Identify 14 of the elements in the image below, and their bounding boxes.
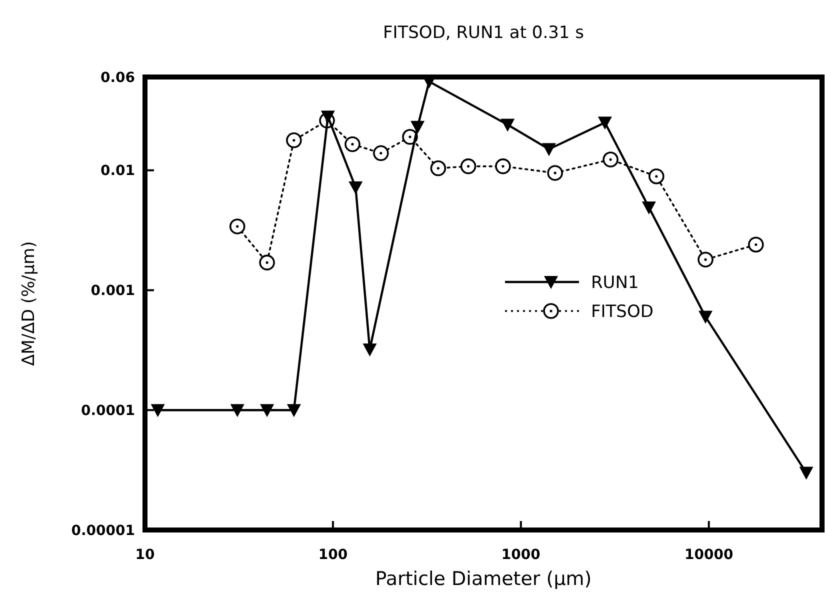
x-axis-title: Particle Diameter (μm) bbox=[375, 568, 592, 590]
chart-title: FITSOD, RUN1 at 0.31 s bbox=[382, 23, 584, 43]
y-axis-title: ΔM/ΔD (%/μm) bbox=[19, 241, 39, 366]
y-tick-label: 0.00001 bbox=[71, 522, 135, 539]
y-tick-label: 0.0001 bbox=[80, 403, 135, 419]
x-tick-label: 10 bbox=[135, 547, 155, 563]
legend-label: FITSOD bbox=[591, 302, 654, 322]
y-tick-label: 0.01 bbox=[100, 163, 135, 180]
x-tick-label: 1000 bbox=[501, 547, 541, 563]
x-tick-label: 10000 bbox=[684, 547, 734, 563]
legend-label: RUN1 bbox=[591, 272, 639, 293]
y-tick-label: 0.06 bbox=[100, 70, 135, 86]
y-tick-label: 0.001 bbox=[90, 283, 135, 300]
x-tick-label: 100 bbox=[318, 547, 348, 563]
